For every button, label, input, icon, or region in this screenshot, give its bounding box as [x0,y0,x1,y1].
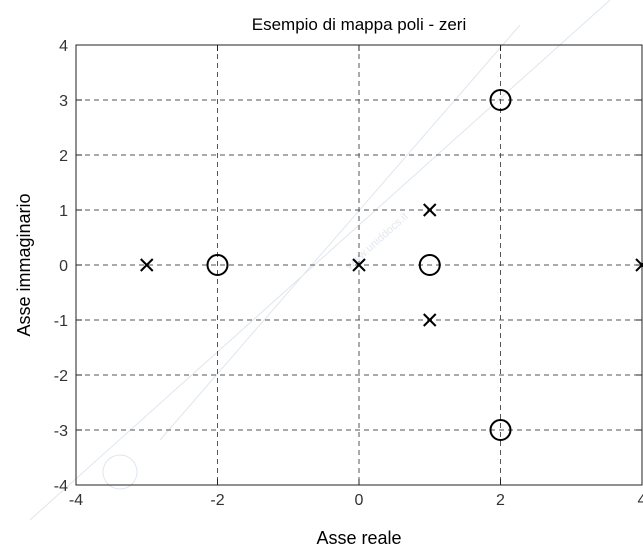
watermark-logo-icon [102,454,138,490]
zero-marker [489,89,512,111]
chart-title: Esempio di mappa poli - zeri [252,15,466,34]
x-tick-label: 0 [355,492,364,509]
zero-marker [206,254,229,276]
y-tick-label: 3 [59,93,68,110]
y-tick-label: -1 [54,313,68,330]
y-tick-label: -3 [54,423,68,440]
pole-marker [635,258,643,272]
y-tick-label: -2 [54,368,68,385]
watermark-line [29,0,611,521]
y-tick-label: -4 [54,478,68,495]
x-axis-label: Asse reale [316,528,401,548]
y-tick-label: 4 [59,38,68,55]
x-tick-label: -4 [69,492,83,509]
pole-marker [352,258,366,272]
watermark: www.uniddocs.it [29,0,611,521]
zero-marker [418,254,441,276]
pole-marker [423,313,437,327]
watermark-text: www.uniddocs.it [343,211,410,273]
y-tick-label: 1 [59,203,68,220]
data-marks [140,89,643,441]
x-tick-label: -2 [210,492,224,509]
axis-ticks: -4 -2 0 2 4 -4 -3 -2 -1 0 1 2 3 4 [54,38,643,509]
pole-marker [140,258,154,272]
x-tick-label: 2 [496,492,505,509]
zero-marker [489,419,512,441]
y-tick-label: 0 [59,258,68,275]
y-axis-label: Asse immaginario [14,193,34,336]
x-tick-label: 4 [638,492,643,509]
y-tick-label: 2 [59,148,68,165]
pole-marker [423,203,437,217]
watermark-line [159,24,521,441]
